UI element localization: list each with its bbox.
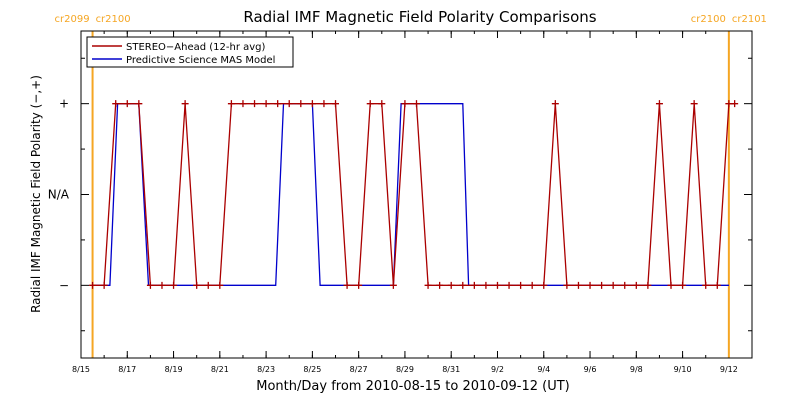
data-point-marker: [540, 281, 548, 289]
data-point-marker: [251, 100, 259, 108]
data-point-marker: [436, 281, 444, 289]
data-point-marker: [413, 100, 420, 108]
plot-frame: [80, 30, 753, 359]
data-point-marker: [320, 100, 328, 108]
data-point-marker: [459, 281, 467, 289]
carrington-markers: cr2099 cr2100 cr2100 cr2101: [55, 14, 767, 358]
data-point-marker: [216, 281, 224, 289]
data-point-marker: [632, 281, 640, 289]
data-point-marker: [713, 281, 721, 289]
data-point-marker: [401, 100, 409, 108]
carrington-label-left: cr2099: [55, 14, 90, 25]
data-point-marker: [112, 100, 120, 108]
data-point-marker: [100, 281, 108, 289]
data-point-marker: [308, 100, 316, 108]
data-point-marker: [667, 281, 675, 289]
legend-label-stereo: STEREO−Ahead (12-hr avg): [126, 42, 266, 53]
data-point-marker: [551, 100, 559, 108]
data-point-marker: [598, 281, 606, 289]
data-point-marker: [332, 100, 340, 108]
data-point-marker: [343, 281, 351, 289]
x-tick-label: 9/10: [674, 365, 692, 374]
data-point-marker: [655, 100, 663, 108]
data-point-marker: [482, 281, 490, 289]
data-point-marker: [470, 281, 478, 289]
data-point-marker: [690, 100, 698, 108]
axis-ticks: 8/15 8/17 8/19 8/21 8/23 8/25 8/27 8/29 8/31 9/2 9…: [48, 31, 753, 374]
data-point-marker: [204, 281, 212, 289]
data-point-marker: [158, 281, 166, 289]
data-point-marker: [389, 281, 397, 289]
y-tick-label: N/A: [48, 188, 70, 202]
x-tick-label: 9/4: [537, 365, 550, 374]
x-tick-label: 9/6: [584, 365, 597, 374]
legend-label-mas: Predictive Science MAS Model: [126, 55, 275, 66]
data-point-marker: [447, 281, 455, 289]
x-tick-label: 8/31: [442, 365, 460, 374]
data-point-marker: [609, 281, 617, 289]
x-tick-label: 8/17: [118, 365, 136, 374]
data-point-marker: [355, 281, 363, 289]
data-point-marker: [517, 281, 525, 289]
x-tick-label: 8/25: [303, 365, 321, 374]
x-tick-label: 9/8: [630, 365, 643, 374]
x-tick-label: 8/27: [350, 365, 368, 374]
data-point-marker: [135, 100, 143, 108]
data-point-marker: [731, 100, 739, 108]
x-tick-label: 9/2: [491, 365, 504, 374]
data-point-marker: [378, 100, 386, 108]
data-point-marker: [193, 281, 201, 289]
data-point-marker: [227, 100, 235, 108]
legend: STEREO−Ahead (12-hr avg) Predictive Scie…: [86, 36, 294, 68]
data-point-marker: [239, 100, 247, 108]
data-point-marker: [297, 100, 305, 108]
x-tick-label: 8/15: [72, 365, 90, 374]
data-point-marker: [621, 281, 629, 289]
carrington-label-left: cr2100: [691, 14, 726, 25]
series-line-0: [92, 103, 735, 286]
series-lines: [89, 100, 739, 289]
data-point-marker: [170, 281, 178, 289]
data-point-marker: [644, 281, 652, 289]
data-point-marker: [702, 281, 710, 289]
x-tick-label: 8/21: [211, 365, 229, 374]
chart-title: Radial IMF Magnetic Field Polarity Compa…: [243, 8, 596, 26]
x-tick-label: 9/12: [720, 365, 738, 374]
data-point-marker: [586, 281, 594, 289]
data-point-marker: [366, 100, 374, 108]
data-point-marker: [493, 281, 501, 289]
data-point-marker: [146, 281, 154, 289]
data-point-marker: [679, 281, 687, 289]
x-tick-label: 8/19: [165, 365, 183, 374]
data-point-marker: [505, 281, 513, 289]
data-point-marker: [285, 100, 293, 108]
data-point-marker: [574, 281, 582, 289]
data-point-marker: [123, 100, 131, 108]
x-tick-label: 8/23: [257, 365, 275, 374]
data-point-marker: [181, 100, 189, 108]
data-point-marker: [89, 281, 97, 289]
carrington-label-right: cr2100: [96, 14, 131, 25]
data-point-marker: [528, 281, 536, 289]
data-point-marker: [262, 100, 270, 108]
x-tick-label: 8/29: [396, 365, 414, 374]
data-point-marker: [274, 100, 282, 108]
carrington-label-right: cr2101: [732, 14, 767, 25]
series-line-1: [92, 103, 729, 286]
x-axis-label: Month/Day from 2010-08-15 to 2010-09-12 …: [256, 379, 569, 394]
legend-box: [86, 36, 294, 68]
data-point-marker: [563, 281, 571, 289]
y-axis-label: Radial IMF Magnetic Field Polarity (−,+): [29, 75, 43, 313]
data-point-marker: [424, 281, 432, 289]
y-tick-label: +: [59, 97, 69, 111]
y-tick-label: −: [59, 278, 69, 292]
